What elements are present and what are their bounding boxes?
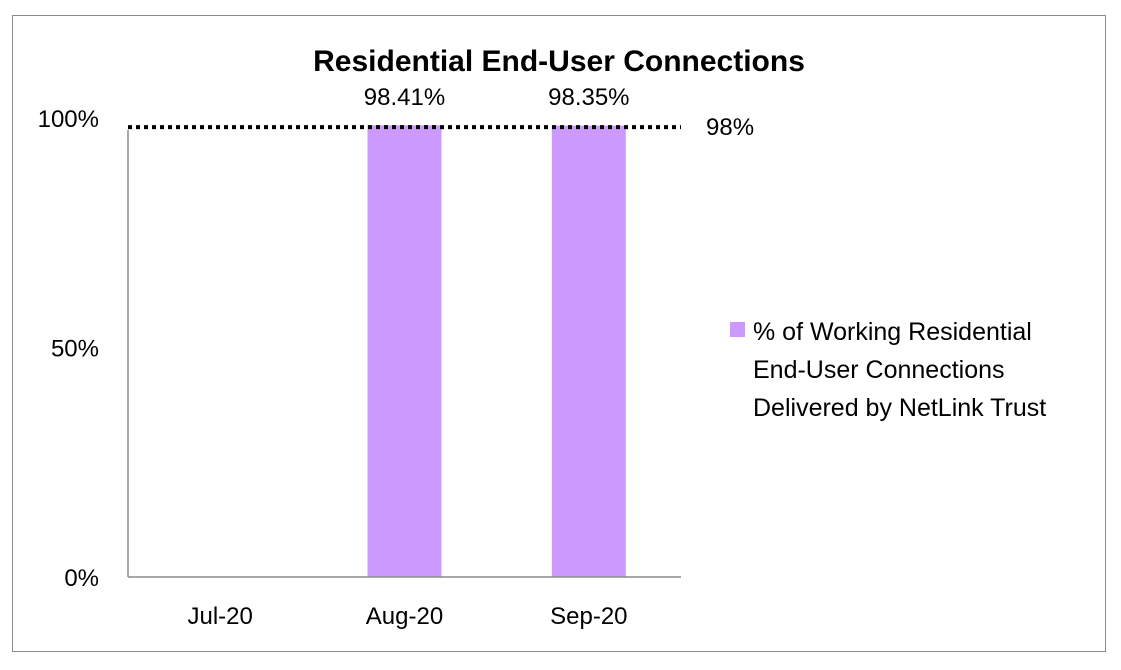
data-labels: 98.41% 98.35% (364, 84, 630, 111)
bars (367, 125, 626, 578)
x-axis-ticks: Jul-20 Aug-20 Sep-20 (187, 603, 627, 630)
reference-line-group: 98% (128, 114, 754, 141)
x-tick-label: Jul-20 (187, 603, 252, 630)
x-tick-label: Aug-20 (366, 603, 443, 630)
chart-title: Residential End-User Connections (313, 45, 805, 78)
legend-label: End-User Connections (753, 356, 1005, 384)
axes (127, 130, 681, 578)
legend-swatch (730, 322, 745, 337)
legend: % of Working Residential End-User Connect… (730, 318, 1046, 422)
legend-label: % of Working Residential (753, 318, 1032, 346)
data-label: 98.35% (548, 84, 629, 111)
y-tick-label: 50% (51, 336, 99, 363)
data-label: 98.41% (364, 84, 445, 111)
bar-aug-20 (367, 125, 442, 578)
x-tick-label: Sep-20 (550, 603, 627, 630)
legend-label: Delivered by NetLink Trust (753, 394, 1046, 422)
y-tick-label: 0% (64, 565, 99, 592)
bar-sep-20 (551, 125, 626, 578)
reference-line-label: 98% (706, 114, 754, 141)
y-axis-ticks: 0% 50% 100% (38, 106, 99, 592)
y-tick-label: 100% (38, 106, 99, 133)
